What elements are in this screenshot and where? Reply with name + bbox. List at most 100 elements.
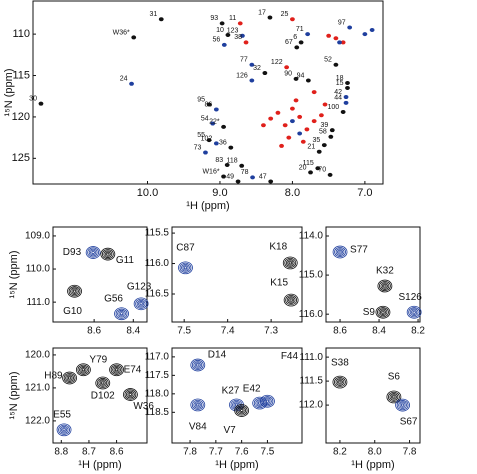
contour-ring [65, 374, 74, 382]
contour-ring [123, 388, 138, 401]
contour-ring [101, 249, 114, 260]
peak-contour [406, 305, 422, 319]
peak-contour [67, 284, 82, 298]
peak [297, 131, 303, 136]
contour-ring [381, 310, 385, 314]
contour-ring [190, 358, 206, 372]
panel: 7.5 7.4 7.3 115.5 116.0 116.5 C87 K18 K15 [145, 226, 303, 337]
peak-label: W36 [133, 401, 154, 412]
contour-ring [117, 309, 126, 318]
peak-label: 86 [205, 101, 213, 108]
y-tick-label: 125 [12, 152, 30, 164]
peak [268, 179, 274, 184]
x-tick-label: 8.7 [82, 447, 96, 458]
peak-label: G11 [116, 255, 135, 266]
contour-ring [396, 400, 409, 411]
peak [343, 95, 349, 100]
peak-label: C87 [176, 242, 195, 253]
contour-ring [285, 295, 298, 306]
peak [210, 121, 216, 126]
peak-label: 95 [197, 96, 205, 103]
plot-frame [52, 347, 148, 444]
contour-ring [178, 261, 193, 275]
contour-ring [284, 257, 297, 269]
peak-label: 97 [338, 19, 346, 26]
peak-label: G10 [63, 306, 82, 317]
contour-ring [282, 256, 298, 270]
peak-contour [109, 363, 124, 377]
peak-label: E42 [243, 384, 261, 395]
peak [131, 35, 137, 40]
peak-label: 58 [319, 129, 327, 136]
peak-contour [62, 371, 77, 385]
contour-ring [91, 250, 95, 254]
peak-label: F44 [281, 351, 299, 362]
contour-ring [406, 305, 422, 319]
contour-ring [126, 390, 135, 399]
contour-ring [106, 252, 110, 256]
contour-ring [118, 311, 125, 317]
contour-ring [264, 398, 271, 404]
peak [221, 124, 226, 129]
peak-label: 118 [227, 158, 238, 165]
peak-label: 93 [210, 15, 218, 22]
peak [333, 36, 339, 41]
peak-label: 100 [327, 104, 339, 111]
peak [328, 134, 334, 139]
contour-ring [77, 364, 90, 375]
peak-label: Y79 [89, 354, 107, 365]
peak-label: 6 [293, 34, 297, 41]
contour-ring [128, 393, 133, 397]
peak-label: W36* [113, 29, 130, 36]
contour-ring [196, 403, 200, 407]
contour-ring [334, 376, 346, 388]
contour-ring [127, 391, 134, 398]
contour-ring [380, 282, 390, 290]
contour-ring [62, 428, 66, 432]
contour-ring [136, 299, 146, 308]
peak [329, 128, 335, 133]
peak [369, 27, 375, 32]
contour-ring [68, 286, 81, 297]
contour-ring [183, 266, 188, 270]
peak [337, 40, 342, 45]
peak [250, 175, 255, 180]
plot-frame [32, 0, 384, 185]
plot-frame [171, 347, 303, 444]
peak-label: K15 [270, 278, 288, 289]
contour-ring [260, 394, 275, 408]
contour-ring [288, 261, 292, 265]
peak-contour [377, 279, 393, 293]
contour-ring [135, 298, 148, 309]
contour-ring [110, 364, 123, 375]
contour-ring [392, 395, 396, 399]
peak-label: 39 [320, 122, 328, 129]
contour-ring [191, 359, 204, 371]
peak-label: 71 [296, 26, 304, 33]
contour-ring [283, 293, 299, 307]
y-tick-label: 111.0 [26, 297, 50, 308]
peak-label: 18 [336, 75, 344, 82]
peak-contour [395, 398, 410, 412]
peak [316, 149, 322, 154]
contour-ring [263, 397, 272, 406]
contour-ring [90, 249, 97, 256]
peak [206, 102, 212, 107]
y-tick-label: 120.0 [25, 350, 50, 361]
peak [224, 162, 230, 167]
peak-contour [282, 256, 298, 270]
y-tick-label: 118.0 [145, 388, 170, 399]
peak [347, 25, 353, 30]
x-tick-label: 8.6 [87, 326, 101, 337]
peak-label: 35 [313, 137, 321, 144]
peak-label: 24 [120, 76, 128, 83]
peak-label: D93 [63, 247, 82, 258]
peak-label: D14 [208, 350, 227, 361]
peak-label: 47 [259, 173, 267, 180]
peak-contour [178, 261, 193, 275]
x-tick-label: 8.2 [411, 326, 425, 337]
contour-ring [288, 297, 295, 303]
x-tick-label: 8.0 [368, 447, 382, 458]
x-tick-label: 10.0 [137, 187, 158, 199]
